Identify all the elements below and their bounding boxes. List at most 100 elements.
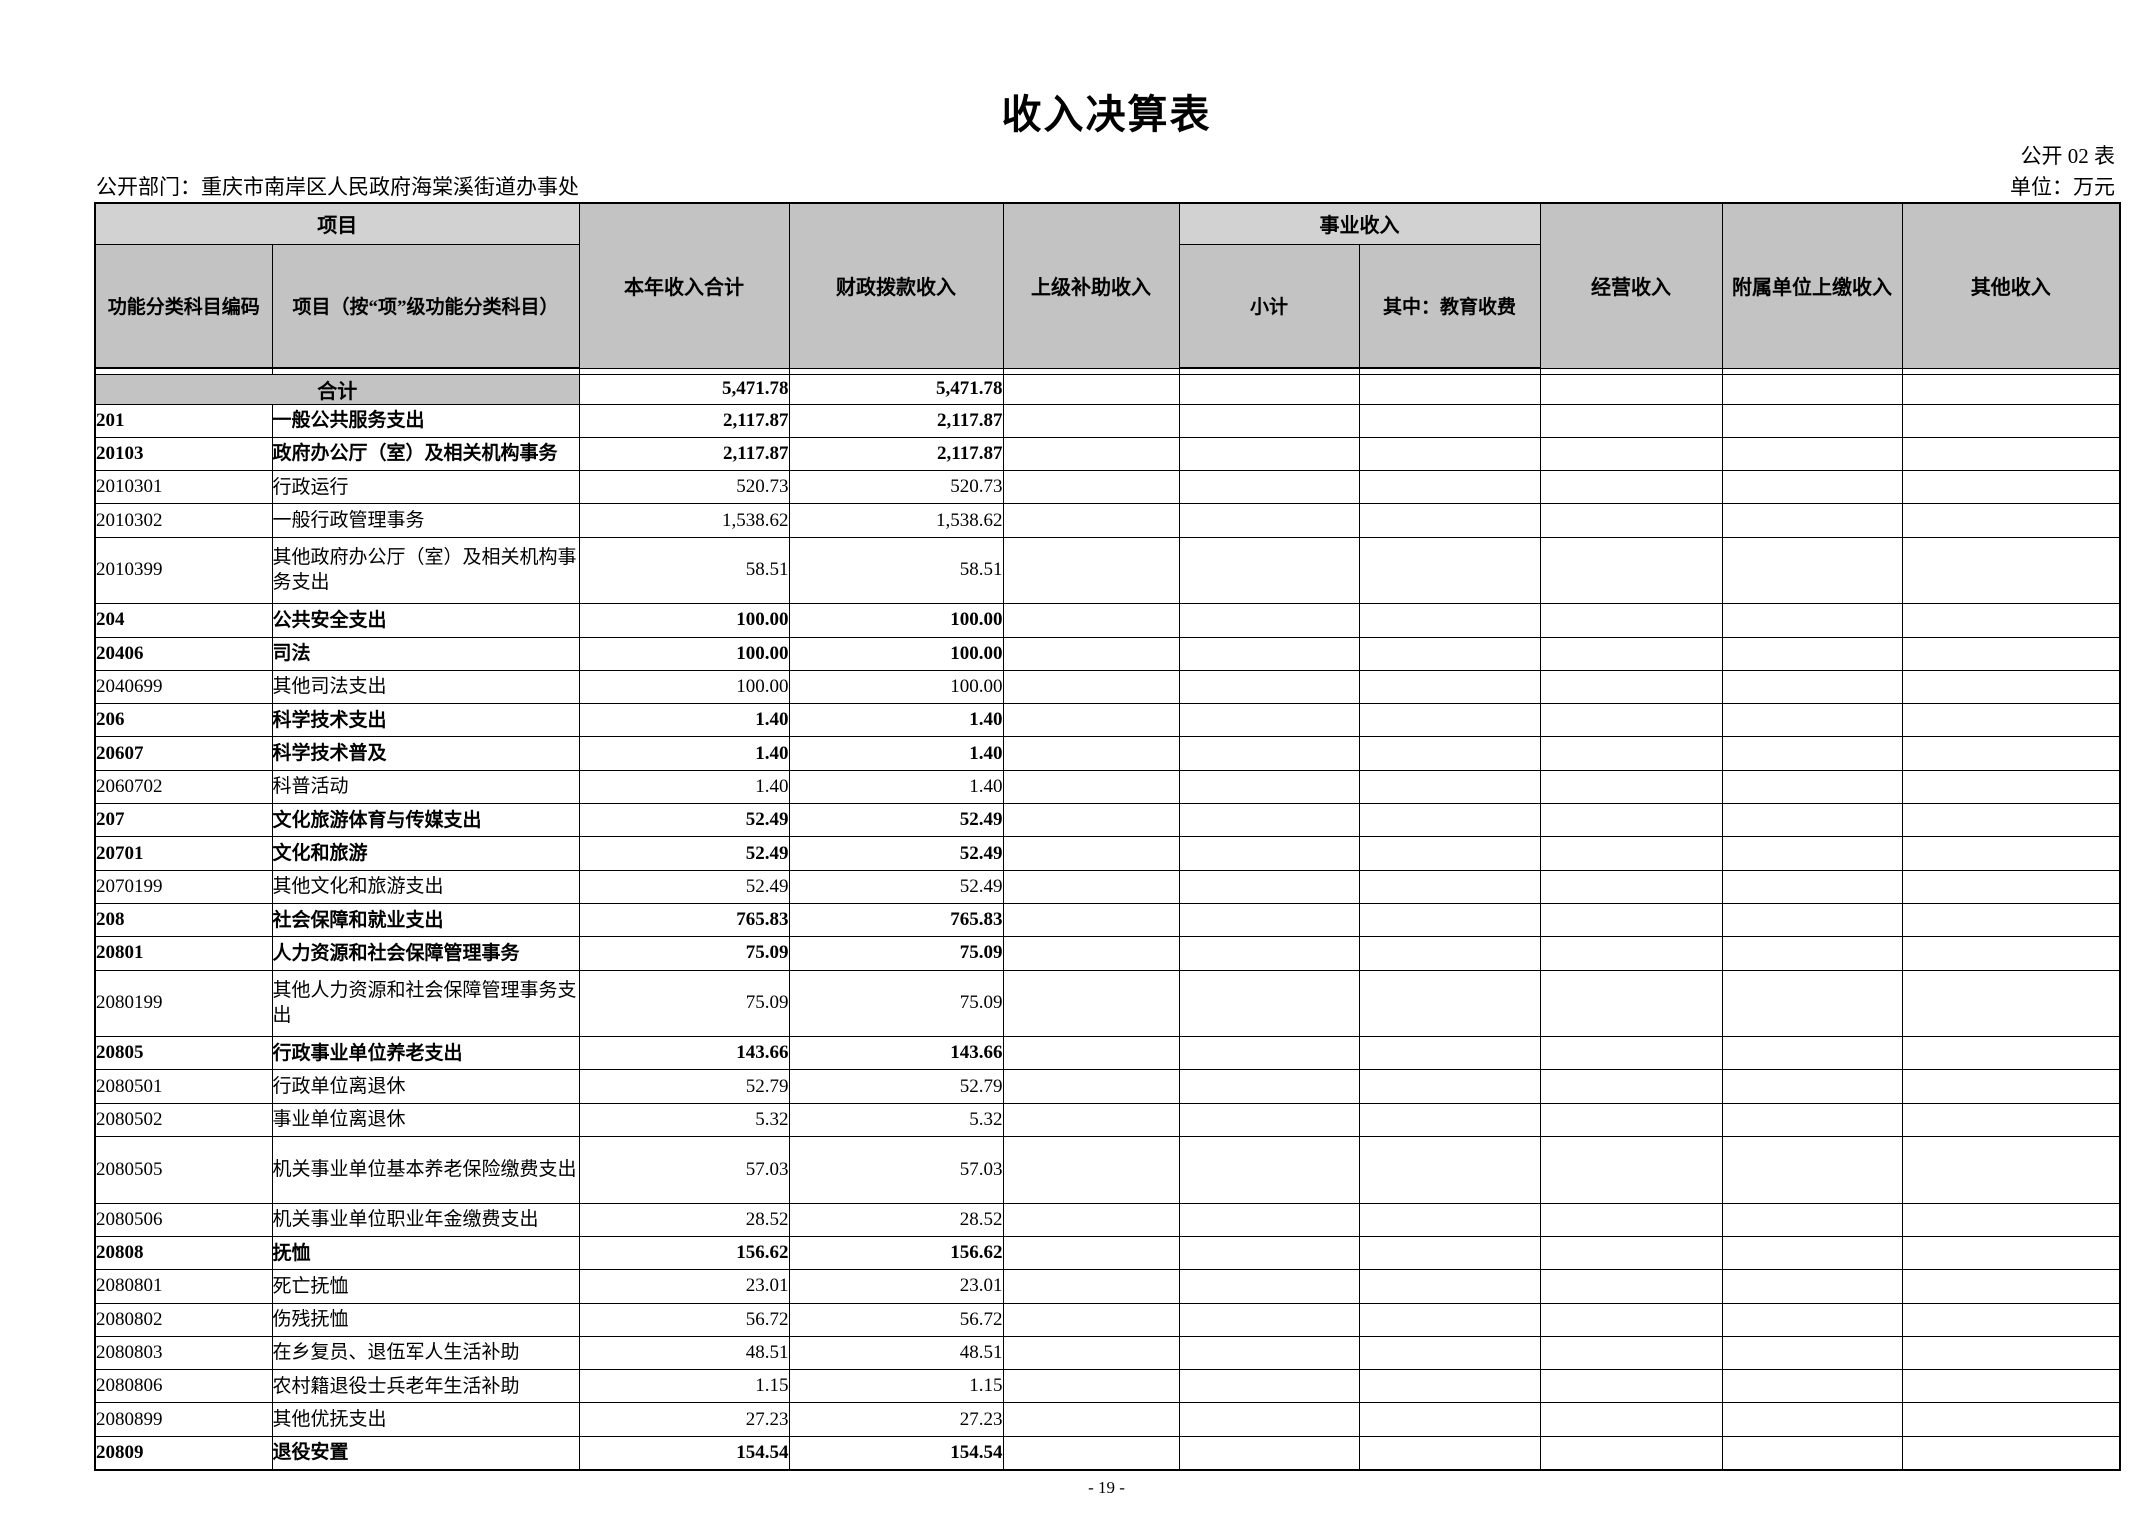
row-item-cell: 死亡抚恤 (271, 1269, 580, 1304)
row-total-cell: 52.49 (578, 836, 790, 871)
empty-cell (1178, 403, 1360, 438)
empty-cell (1539, 869, 1723, 904)
empty-cell (1002, 1269, 1180, 1304)
row-item-cell: 其他人力资源和社会保障管理事务支出 (271, 969, 580, 1038)
empty-cell (1539, 1136, 1723, 1204)
row-fiscal-cell: 2,117.87 (788, 436, 1004, 472)
empty-cell (1178, 436, 1360, 472)
row-code-cell: 2080501 (94, 1069, 273, 1104)
row-fiscal-cell: 52.79 (788, 1069, 1004, 1104)
table-row: 20809 退役安置 154.54 154.54 (94, 1435, 2121, 1471)
empty-cell (1539, 902, 1723, 938)
empty-cell (1721, 736, 1903, 771)
empty-cell (1539, 436, 1723, 472)
empty-cell (1539, 1269, 1723, 1304)
empty-cell (1358, 503, 1541, 538)
empty-cell (1901, 936, 2121, 971)
row-fiscal-cell: 100.00 (788, 603, 1004, 638)
total-fiscal-cell: 5,471.78 (788, 373, 1004, 405)
empty-cell (1901, 703, 2121, 738)
empty-cell (1358, 1369, 1541, 1404)
row-code-cell: 20701 (94, 836, 273, 871)
empty-cell (1002, 403, 1180, 438)
row-code-cell: 20809 (94, 1435, 273, 1471)
empty-cell (1539, 803, 1723, 838)
row-item-cell: 其他优抚支出 (271, 1402, 580, 1437)
empty-cell (1002, 636, 1180, 671)
empty-cell (1002, 1235, 1180, 1271)
row-item-cell: 政府办公厅（室）及相关机构事务 (271, 436, 580, 472)
empty-cell (1901, 736, 2121, 771)
empty-cell (1178, 636, 1360, 671)
row-code-cell: 2070199 (94, 869, 273, 904)
row-code-cell: 2010301 (94, 470, 273, 505)
table-body: 合计 5,471.78 5,471.78 201 一般公共服务支出 2,117.87… (94, 367, 2121, 1471)
empty-cell (1002, 503, 1180, 538)
empty-cell (1901, 1235, 2121, 1271)
empty-cell (1178, 869, 1360, 904)
row-total-cell: 75.09 (578, 936, 790, 971)
empty-cell (1178, 969, 1360, 1038)
row-total-cell: 56.72 (578, 1302, 790, 1337)
empty-cell (1002, 1302, 1180, 1337)
empty-cell (1539, 1435, 1723, 1471)
row-fiscal-cell: 28.52 (788, 1202, 1004, 1237)
row-total-cell: 143.66 (578, 1036, 790, 1071)
empty-cell (1358, 1402, 1541, 1437)
row-fiscal-cell: 52.49 (788, 869, 1004, 904)
empty-cell (1178, 769, 1360, 805)
empty-cell (1539, 1369, 1723, 1404)
empty-cell (1178, 536, 1360, 605)
row-code-cell: 20805 (94, 1036, 273, 1071)
empty-cell (1539, 1202, 1723, 1237)
empty-cell (1358, 1269, 1541, 1304)
empty-cell (1721, 436, 1903, 472)
empty-cell (1358, 703, 1541, 738)
empty-cell (1178, 603, 1360, 638)
header-affiliated-income: 附属单位上缴收入 (1721, 202, 1903, 369)
empty-cell (1539, 403, 1723, 438)
empty-cell (1721, 1435, 1903, 1471)
empty-cell (1901, 1369, 2121, 1404)
unit-label: 单位：万元 (2010, 175, 2115, 199)
row-code-cell: 2080502 (94, 1102, 273, 1138)
empty-cell (1539, 1235, 1723, 1271)
row-code-cell: 2010399 (94, 536, 273, 605)
empty-cell (1721, 1202, 1903, 1237)
empty-cell (1901, 1102, 2121, 1138)
table-row: 20805 行政事业单位养老支出 143.66 143.66 (94, 1036, 2121, 1071)
empty-cell (1901, 1335, 2121, 1371)
row-fiscal-cell: 1.40 (788, 769, 1004, 805)
empty-cell (1358, 1069, 1541, 1104)
table-row: 207 文化旅游体育与传媒支出 52.49 52.49 (94, 803, 2121, 838)
empty-cell (1002, 436, 1180, 472)
empty-cell (1721, 836, 1903, 871)
row-total-cell: 100.00 (578, 669, 790, 705)
empty-cell (1178, 1269, 1360, 1304)
empty-cell (1002, 1335, 1180, 1371)
row-item-cell: 农村籍退役士兵老年生活补助 (271, 1369, 580, 1404)
empty-cell (1002, 1202, 1180, 1237)
row-item-cell: 一般公共服务支出 (271, 403, 580, 438)
empty-cell (1901, 1069, 2121, 1104)
empty-cell (1358, 636, 1541, 671)
row-total-cell: 52.79 (578, 1069, 790, 1104)
row-fiscal-cell: 156.62 (788, 1235, 1004, 1271)
empty-cell (1358, 1202, 1541, 1237)
row-code-cell: 2010302 (94, 503, 273, 538)
row-fiscal-cell: 48.51 (788, 1335, 1004, 1371)
empty-cell (1002, 373, 1180, 405)
table-row: 2010302 一般行政管理事务 1,538.62 1,538.62 (94, 503, 2121, 538)
empty-cell (1178, 669, 1360, 705)
empty-cell (1721, 636, 1903, 671)
row-item-cell: 其他政府办公厅（室）及相关机构事务支出 (271, 536, 580, 605)
row-code-cell: 20808 (94, 1235, 273, 1271)
row-fiscal-cell: 75.09 (788, 936, 1004, 971)
empty-cell (1178, 1302, 1360, 1337)
row-item-cell: 公共安全支出 (271, 603, 580, 638)
row-item-cell: 其他文化和旅游支出 (271, 869, 580, 904)
empty-cell (1539, 1402, 1723, 1437)
empty-cell (1721, 1136, 1903, 1204)
table-row: 2060702 科普活动 1.40 1.40 (94, 769, 2121, 805)
row-item-cell: 伤残抚恤 (271, 1302, 580, 1337)
